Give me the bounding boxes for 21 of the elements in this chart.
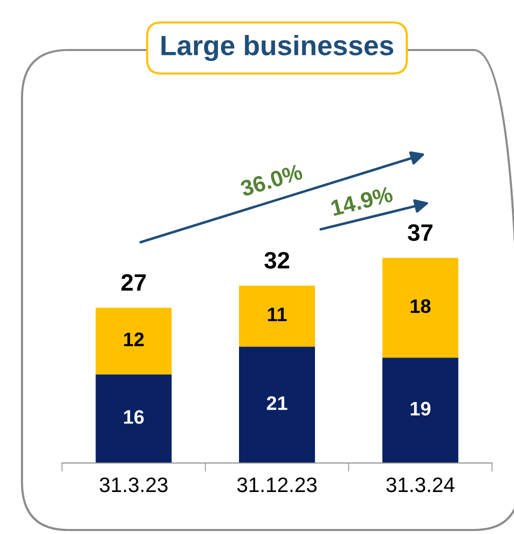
total-label: 32 (264, 252, 290, 269)
text: 36.0% (240, 164, 304, 197)
x-tick-label: 31.3.23 (100, 477, 168, 492)
data-label: 19 (410, 402, 430, 416)
bar (96, 374, 172, 463)
bar (239, 346, 315, 463)
total-label: 37 (408, 224, 432, 241)
text: 14.9% (330, 186, 394, 216)
total-label: 27 (121, 274, 146, 291)
data-label: 21 (266, 396, 288, 410)
bar (382, 358, 458, 463)
x-tick-label: 31.12.23 (237, 477, 317, 492)
bar (382, 258, 458, 358)
data-label: 16 (124, 410, 144, 424)
chart-title: Large businesses (162, 34, 394, 62)
data-label: 11 (268, 308, 287, 322)
bar (239, 286, 315, 347)
data-label: 18 (410, 299, 431, 314)
bar (96, 308, 172, 374)
data-label: 12 (124, 332, 144, 346)
x-tick-label: 31.3.24 (386, 477, 454, 492)
